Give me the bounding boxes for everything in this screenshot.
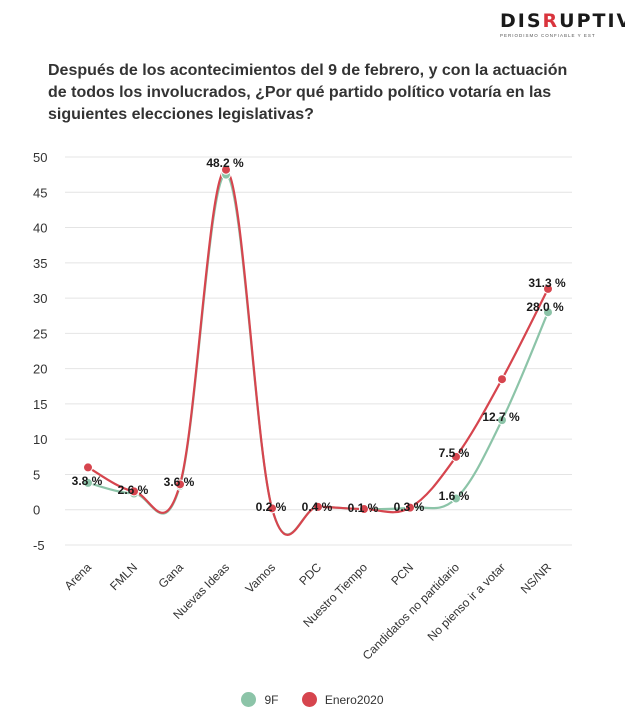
data-label: 0.4 % (302, 500, 333, 514)
brand-tagline: PERIODISMO CONFIABLE Y ESTABLECIDO (500, 33, 595, 38)
y-tick-label: 10 (33, 432, 47, 447)
legend-marker-enero2020 (301, 692, 317, 707)
data-label: 1.6 % (439, 489, 470, 503)
data-label: 0.2 % (256, 500, 287, 514)
data-point-enero2020 (405, 502, 415, 513)
data-label: 12.7 % (482, 410, 520, 424)
y-tick-label: 45 (33, 185, 47, 200)
x-tick-label: No pienso ir a votar (425, 560, 508, 643)
data-point-9f (83, 477, 93, 488)
x-tick-label: NS/NR (518, 560, 555, 597)
data-point-9f (497, 415, 507, 426)
y-tick-label: 15 (33, 397, 47, 412)
data-point-enero2020 (313, 501, 323, 512)
data-point-enero2020 (83, 462, 93, 473)
data-label: 48.2 % (206, 156, 244, 170)
legend-marker-9f (241, 692, 257, 707)
chart-legend: 9F Enero2020 (0, 692, 625, 710)
data-point-enero2020 (451, 451, 461, 462)
data-point-enero2020 (221, 164, 231, 175)
legend-item-9f[interactable]: 9F (241, 692, 278, 707)
y-tick-label: 40 (33, 221, 47, 236)
y-tick-label: 0 (33, 503, 40, 518)
data-point-9f (451, 493, 461, 504)
chart-title: Después de los acontecimientos del 9 de … (48, 62, 568, 123)
data-point-enero2020 (359, 504, 369, 515)
y-tick-label: 20 (33, 362, 47, 377)
x-tick-label: Arena (62, 560, 95, 593)
data-label: 28.0 % (526, 300, 564, 314)
line-chart: -5 0 5 10 15 20 25 30 35 40 45 50 3.8 % 2.6 % 3.6 % 48.… (33, 150, 572, 663)
x-tick-label: FMLN (107, 560, 140, 593)
x-tick-label: PCN (388, 560, 416, 588)
data-label: 31.3 % (528, 276, 566, 290)
brand-logo: DISRUPTIVA PERIODISMO CONFIABLE Y ESTABL… (500, 10, 625, 44)
x-tick-label: Gana (155, 560, 186, 591)
data-label: 7.5 % (439, 446, 470, 460)
y-tick-label: 50 (33, 150, 47, 165)
data-point-enero2020 (543, 283, 553, 294)
y-tick-label: -5 (33, 538, 45, 553)
series-line-enero2020 (87, 168, 549, 536)
x-tick-label: PDC (296, 560, 324, 588)
data-label: 0.3 % (394, 500, 425, 514)
y-tick-label: 35 (33, 256, 47, 271)
data-label: 3.8 % (72, 474, 103, 488)
y-tick-label: 5 (33, 467, 40, 482)
data-point-enero2020 (129, 486, 139, 497)
legend-label-9f: 9F (264, 692, 279, 707)
data-point-enero2020 (267, 503, 277, 514)
x-tick-label: Vamos (242, 560, 278, 596)
legend-item-enero2020[interactable]: Enero2020 (301, 692, 384, 707)
data-point-9f (543, 307, 553, 318)
y-tick-label: 30 (33, 291, 47, 306)
legend-label-enero2020: Enero2020 (324, 692, 384, 707)
data-label: 2.6 % (118, 483, 149, 497)
data-point-enero2020 (175, 479, 185, 490)
data-label: 0.1 % (348, 501, 379, 515)
brand-wordmark: DISRUPTIVA (500, 10, 625, 32)
data-point-enero2020 (497, 374, 507, 385)
y-tick-label: 25 (33, 326, 47, 341)
data-label: 3.6 % (164, 475, 195, 489)
series-line-9f (87, 173, 550, 536)
